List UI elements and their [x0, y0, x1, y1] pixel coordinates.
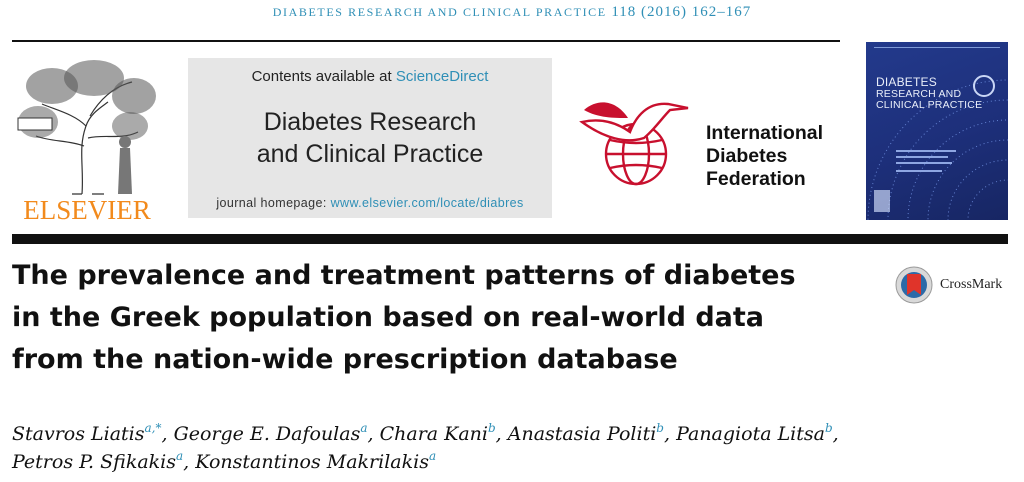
- journal-masthead: Contents available at ScienceDirect Diab…: [188, 58, 552, 218]
- journal-title: Diabetes Research and Clinical Practice: [188, 106, 552, 170]
- article-title-line1: The prevalence and treatment patterns of…: [12, 260, 796, 291]
- idf-name-line2: Diabetes: [706, 145, 788, 167]
- article-title-line2: in the Greek population based on real-wo…: [12, 302, 765, 333]
- journal-title-line1: Diabetes Research: [263, 108, 477, 136]
- journal-homepage: journal homepage: www.elsevier.com/locat…: [188, 196, 552, 210]
- author-affiliation[interactable]: a: [176, 449, 184, 463]
- idf-name: International Diabetes Federation: [706, 122, 823, 191]
- idf-name-line1: International: [706, 122, 824, 144]
- elsevier-wordmark: ELSEVIER: [23, 195, 151, 225]
- crossmark-icon: [895, 266, 933, 304]
- homepage-prefix: journal homepage:: [216, 196, 331, 210]
- author-affiliation[interactable]: b: [487, 421, 496, 435]
- article-title-line3: from the nation-wide prescription databa…: [12, 344, 678, 375]
- idf-name-line3: Federation: [706, 168, 806, 190]
- author-list: Stavros Liatisa,*, George E. Dafoulasa, …: [12, 420, 1022, 476]
- masthead-rule: [12, 234, 1008, 244]
- author-name[interactable]: Petros P. Sfikakis: [12, 451, 177, 473]
- contents-available: Contents available at ScienceDirect: [188, 68, 552, 85]
- author-affiliation[interactable]: a: [360, 421, 368, 435]
- author-separator: ,: [832, 423, 839, 445]
- elsevier-tree-icon: [17, 60, 156, 195]
- cover-title: DIABETES RESEARCH AND CLINICAL PRACTICE: [876, 76, 982, 111]
- author-name[interactable]: Chara Kani: [379, 423, 488, 445]
- author-separator: ,: [495, 423, 508, 445]
- author-name[interactable]: Anastasia Politi: [507, 423, 657, 445]
- author-name[interactable]: George E. Dafoulas: [173, 423, 361, 445]
- author-line2: Petros P. Sfikakisa, Konstantinos Makril…: [12, 448, 1022, 476]
- homepage-link[interactable]: www.elsevier.com/locate/diabres: [330, 196, 524, 210]
- author-separator: ,: [161, 423, 174, 445]
- author-name[interactable]: Konstantinos Makrilakis: [195, 451, 429, 473]
- header-rule: [12, 40, 840, 42]
- journal-title-line2: and Clinical Practice: [256, 140, 484, 168]
- idf-bird-globe-icon: [579, 102, 689, 186]
- author-affiliation[interactable]: a: [428, 449, 437, 463]
- contents-prefix: Contents available at: [251, 68, 396, 85]
- crossmark-label: CrossMark: [940, 277, 1003, 292]
- author-separator: ,: [663, 423, 677, 445]
- running-head-journal: DIABETES RESEARCH AND CLINICAL PRACTICE: [272, 5, 607, 19]
- crossmark-badge[interactable]: CrossMark: [894, 265, 1014, 305]
- journal-cover[interactable]: DIABETES RESEARCH AND CLINICAL PRACTICE: [866, 42, 1008, 220]
- cover-top-rule: [874, 47, 1000, 48]
- cover-title-line2: RESEARCH AND: [876, 88, 962, 100]
- cover-title-line3: CLINICAL PRACTICE: [876, 99, 983, 111]
- author-name[interactable]: Stavros Liatis: [12, 423, 145, 445]
- author-separator: ,: [183, 451, 196, 473]
- author-separator: ,: [367, 423, 380, 445]
- article-title: The prevalence and treatment patterns of…: [12, 255, 872, 381]
- running-head-citation: 118 (2016) 162–167: [611, 4, 752, 20]
- idf-logo[interactable]: International Diabetes Federation: [578, 88, 848, 198]
- author-affiliation[interactable]: b: [824, 421, 833, 435]
- cover-pattern-icon: [867, 75, 1008, 220]
- author-name[interactable]: Panagiota Litsa: [676, 423, 825, 445]
- author-line1: Stavros Liatisa,*, George E. Dafoulasa, …: [12, 420, 1022, 448]
- elsevier-logo[interactable]: ELSEVIER: [12, 56, 162, 226]
- sciencedirect-link[interactable]: ScienceDirect: [395, 68, 489, 85]
- running-head: DIABETES RESEARCH AND CLINICAL PRACTICE …: [0, 4, 1024, 21]
- cover-title-line1: DIABETES: [876, 75, 937, 89]
- author-affiliation[interactable]: a,*: [144, 421, 162, 435]
- author-affiliation[interactable]: b: [656, 421, 664, 435]
